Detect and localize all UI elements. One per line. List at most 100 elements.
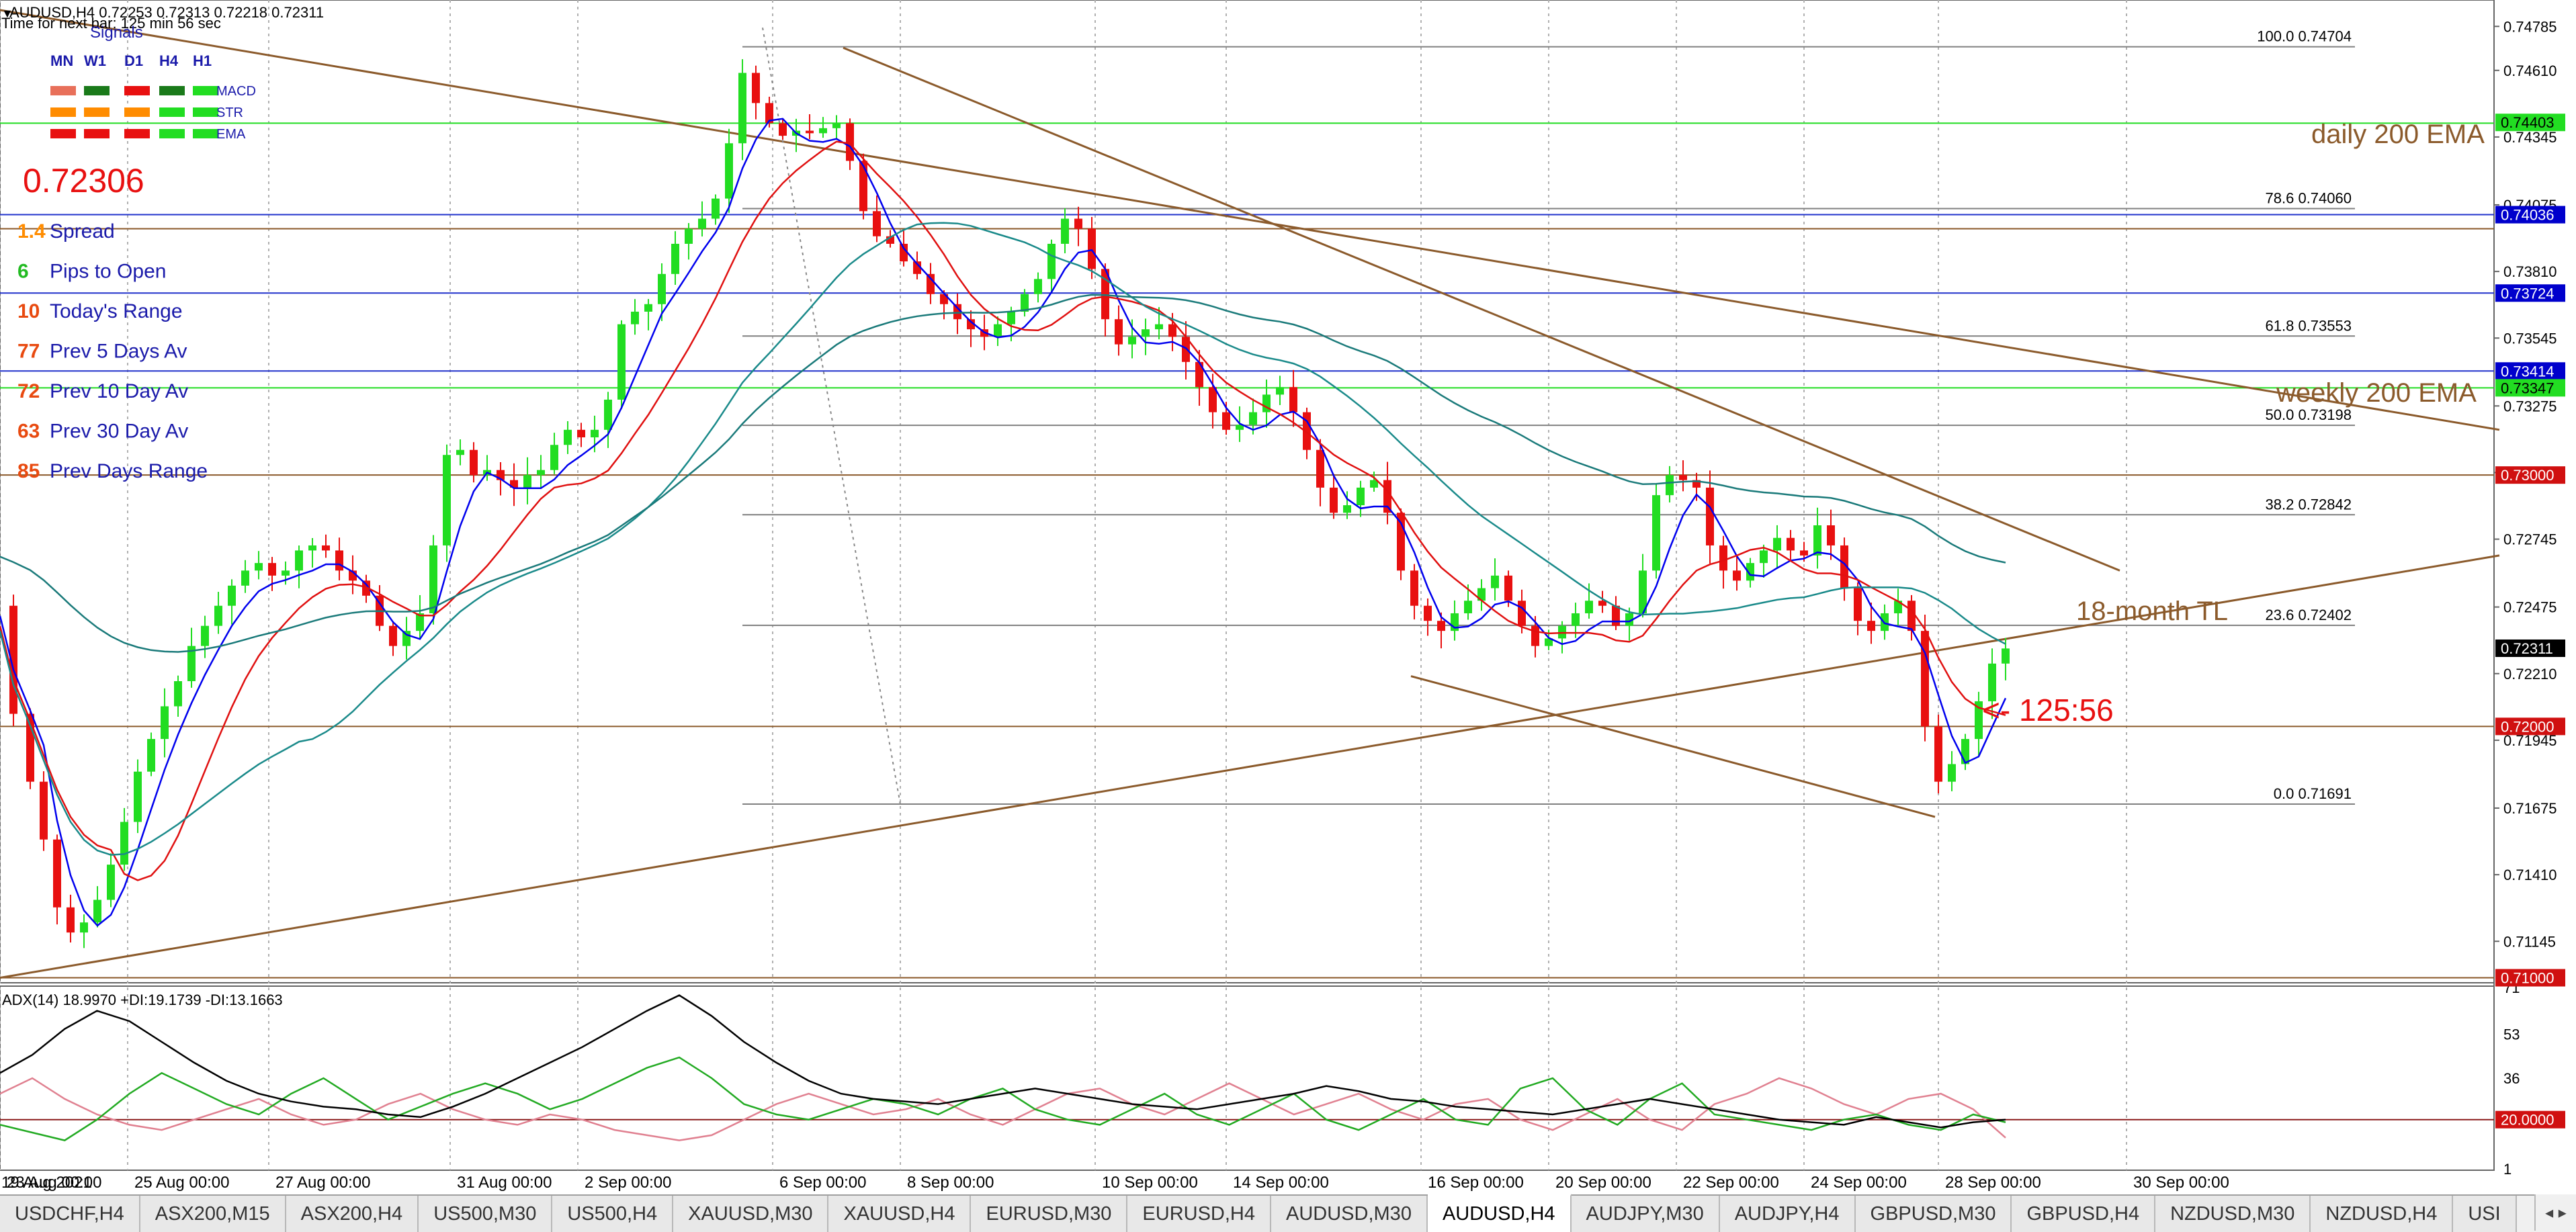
candle-body [1692, 480, 1701, 488]
candle-body [1088, 228, 1096, 269]
price-tick-label: 0.74785 [2503, 18, 2557, 35]
tab-nzdusd-h4[interactable]: NZDUSD,H4 [2311, 1196, 2454, 1232]
tab-nzdusd-m30[interactable]: NZDUSD,M30 [2155, 1196, 2311, 1232]
candle-body [362, 580, 370, 596]
tab-audjpy-h4[interactable]: AUDJPY,H4 [1719, 1196, 1856, 1232]
current-price: 0.72306 [23, 162, 144, 200]
candle-body [1854, 588, 1862, 621]
candle-body [1961, 739, 1969, 764]
candle-body [1034, 279, 1042, 294]
tab-scroll-arrows-icon[interactable]: ◂ ▸ [2534, 1194, 2576, 1231]
candle-body [161, 706, 169, 740]
chart-header-symbol: AUDUSD,H4 0.72253 0.72313 0.72218 0.7231… [9, 4, 324, 21]
tab-eurusd-h4[interactable]: EURUSD,H4 [1127, 1196, 1272, 1232]
candle-body [67, 907, 75, 933]
candle-body [308, 545, 316, 551]
candle-body [456, 449, 464, 455]
price-tick-label: 0.73275 [2503, 398, 2557, 414]
candle-body [1585, 601, 1593, 613]
tab-us500-m30[interactable]: US500,M30 [419, 1196, 553, 1232]
signals-title: Signals [90, 24, 143, 42]
fib-label: 23.6 0.72402 [2266, 607, 2352, 623]
candle-body [1706, 487, 1714, 545]
candle-body [1195, 361, 1203, 388]
candle-body [1491, 575, 1499, 588]
price-box [2495, 284, 2565, 302]
candle-body [631, 311, 639, 324]
trend-line [0, 554, 2500, 979]
adx-adx-line [0, 994, 2006, 1129]
candle-body [913, 261, 921, 274]
signal-cell [193, 86, 218, 95]
signal-cell [124, 86, 150, 95]
candle-body [443, 455, 451, 545]
trend-line [1410, 675, 1936, 818]
stat-value: 10 [17, 300, 40, 322]
candle-body [389, 625, 397, 646]
candle-body [147, 739, 155, 772]
signal-cell [50, 129, 76, 138]
signal-row-label: EMA [216, 127, 246, 142]
candle-body [523, 475, 531, 488]
candle-body [1074, 218, 1082, 229]
time-label: 28 Sep 00:00 [1945, 1174, 2041, 1192]
signal-timeframe: MN [50, 52, 73, 69]
tab-gbpusd-h4[interactable]: GBPUSD,H4 [2012, 1196, 2156, 1232]
time-label: 23 Aug 00:00 [7, 1174, 101, 1192]
symbol-tabs: USDCHF,H4 ASX200,M15 ASX200,H4 US500,M30 US5… [0, 1194, 2576, 1232]
tab-eurusd-m30[interactable]: EURUSD,M30 [971, 1196, 1128, 1232]
candle-body [752, 73, 760, 103]
price-tick-label: 0.74345 [2503, 129, 2557, 146]
candle-body [107, 865, 115, 900]
chart-header-arrow-icon[interactable]: ▼ [1, 7, 13, 20]
tab-audusd-m30[interactable]: AUDUSD,M30 [1271, 1196, 1428, 1232]
candle-body [1236, 425, 1244, 430]
tab-asx200-h4[interactable]: ASX200,H4 [286, 1196, 419, 1232]
tab-xauusd-m30[interactable]: XAUUSD,M30 [673, 1196, 829, 1232]
tab-asx200-m15[interactable]: ASX200,M15 [140, 1196, 286, 1232]
price-box [2495, 114, 2565, 132]
candle-body [1047, 243, 1056, 279]
candle-body [537, 470, 545, 476]
candle-body [241, 570, 249, 586]
candle-body [1598, 601, 1606, 606]
adx-tick-label: 1 [2503, 1161, 2511, 1178]
signal-cell [50, 107, 76, 117]
price-tick-label: 0.73545 [2503, 330, 2557, 347]
candle-body [779, 123, 787, 136]
candle-body [282, 570, 290, 576]
candle-body [80, 922, 88, 933]
tab-gbpusd-m30[interactable]: GBPUSD,M30 [1855, 1196, 2012, 1232]
tab-audusd-h4[interactable]: AUDUSD,H4 [1427, 1194, 1572, 1232]
candle-body [1907, 601, 1916, 631]
candle-body [1894, 601, 1902, 613]
candle-body [1531, 625, 1539, 646]
tab-usdchf-h4[interactable]: USDCHF,H4 [0, 1196, 140, 1232]
candle-body [1773, 537, 1781, 551]
price-tick-label: 0.73810 [2503, 263, 2557, 280]
candle-body [1477, 588, 1486, 601]
candle-body [1276, 387, 1284, 395]
candle-body [1666, 475, 1674, 496]
candle-body [429, 545, 437, 613]
fib-label: 50.0 0.73198 [2266, 406, 2352, 423]
tab-xauusd-h4[interactable]: XAUUSD,H4 [828, 1196, 972, 1232]
candle-body [671, 243, 679, 274]
candle-body [658, 273, 666, 304]
tab-audjpy-m30[interactable]: AUDJPY,M30 [1571, 1196, 1720, 1232]
stat-value: 1.4 [17, 220, 46, 243]
candle-body [1840, 545, 1848, 588]
price-box-label: 0.71000 [2501, 970, 2554, 987]
signal-timeframe: H1 [193, 52, 212, 69]
tab-usi[interactable]: USI [2453, 1196, 2517, 1232]
signal-cell [50, 86, 76, 95]
price-chart[interactable]: 100.0 0.74704 78.6 0.74060 61.8 0.73553 50.… [0, 0, 2576, 1194]
stat-label: Prev Days Range [50, 460, 208, 482]
candle-body [806, 130, 814, 134]
tab-us500-h4[interactable]: US500,H4 [552, 1196, 674, 1232]
candle-body [268, 563, 276, 576]
candle-body [1921, 631, 1929, 727]
candle-body [617, 324, 626, 400]
candle-body [994, 324, 1002, 337]
